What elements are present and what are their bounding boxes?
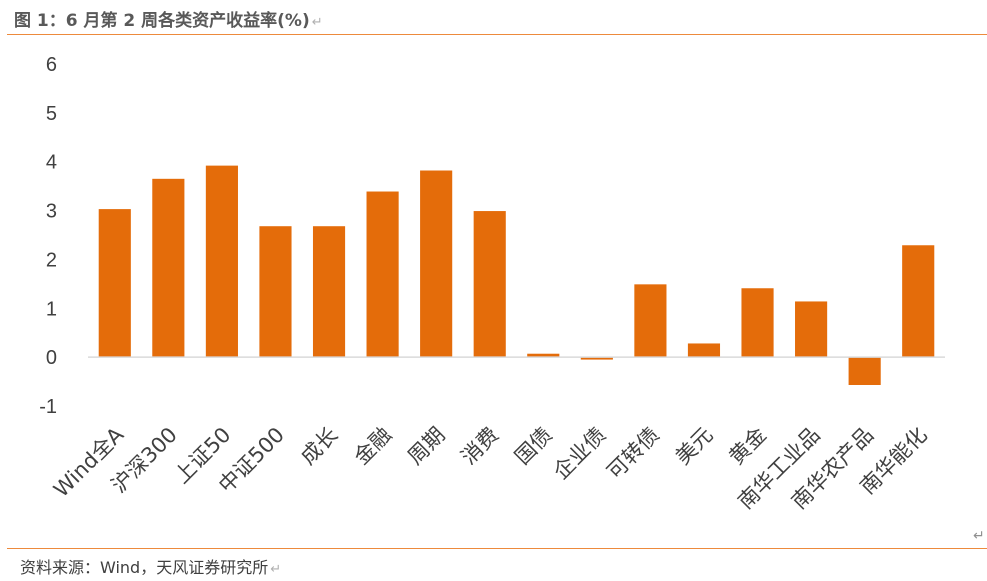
- x-tick-label: 消费: [457, 423, 504, 470]
- bar: [312, 226, 346, 358]
- chart-title-text: 图 1：6 月第 2 周各类资产收益率(%): [14, 11, 310, 31]
- bar: [98, 209, 131, 358]
- bar: [259, 226, 292, 358]
- bar: [420, 170, 453, 358]
- y-tick-label: 1: [46, 298, 57, 320]
- bar: [580, 357, 613, 360]
- bar: [687, 343, 721, 358]
- y-tick-label: 4: [46, 152, 57, 174]
- bar: [848, 357, 881, 385]
- y-tick-label: 5: [46, 103, 57, 125]
- bar: [741, 288, 774, 358]
- x-tick-label: 国债: [510, 423, 557, 470]
- x-tick-label: 成长: [296, 423, 343, 470]
- y-tick-label: 0: [46, 347, 57, 369]
- bar: [527, 353, 560, 358]
- x-tick-label: 周期: [403, 423, 450, 470]
- paragraph-mark-icon: ↵: [270, 562, 282, 577]
- x-tick-label: 企业债: [549, 423, 611, 485]
- y-tick-label: -1: [39, 396, 57, 418]
- header-divider: [7, 34, 987, 35]
- footer-divider: [7, 548, 987, 549]
- bar: [152, 178, 185, 358]
- x-tick-label: 可转债: [602, 423, 664, 485]
- x-tick-label: 黄金: [724, 423, 771, 470]
- source-note: 资料来源：Wind，天风证券研究所 ↵: [20, 554, 281, 578]
- bar: [795, 301, 828, 358]
- source-text: 资料来源：Wind，天风证券研究所: [20, 558, 269, 577]
- return-arrow-icon: ↵: [973, 528, 985, 544]
- bar: [473, 211, 506, 358]
- bar: [205, 165, 238, 358]
- y-tick-label: 3: [46, 201, 57, 223]
- x-tick-label: 金融: [349, 423, 396, 470]
- y-tick-label: 2: [46, 249, 57, 271]
- bar: [366, 191, 399, 358]
- bar: [634, 284, 667, 358]
- paragraph-mark-icon: ↵: [311, 15, 323, 30]
- chart-title: 图 1：6 月第 2 周各类资产收益率(%) ↵: [14, 6, 323, 31]
- y-tick-label: 6: [46, 54, 57, 76]
- bar: [902, 245, 935, 358]
- x-tick-label: 美元: [671, 423, 718, 470]
